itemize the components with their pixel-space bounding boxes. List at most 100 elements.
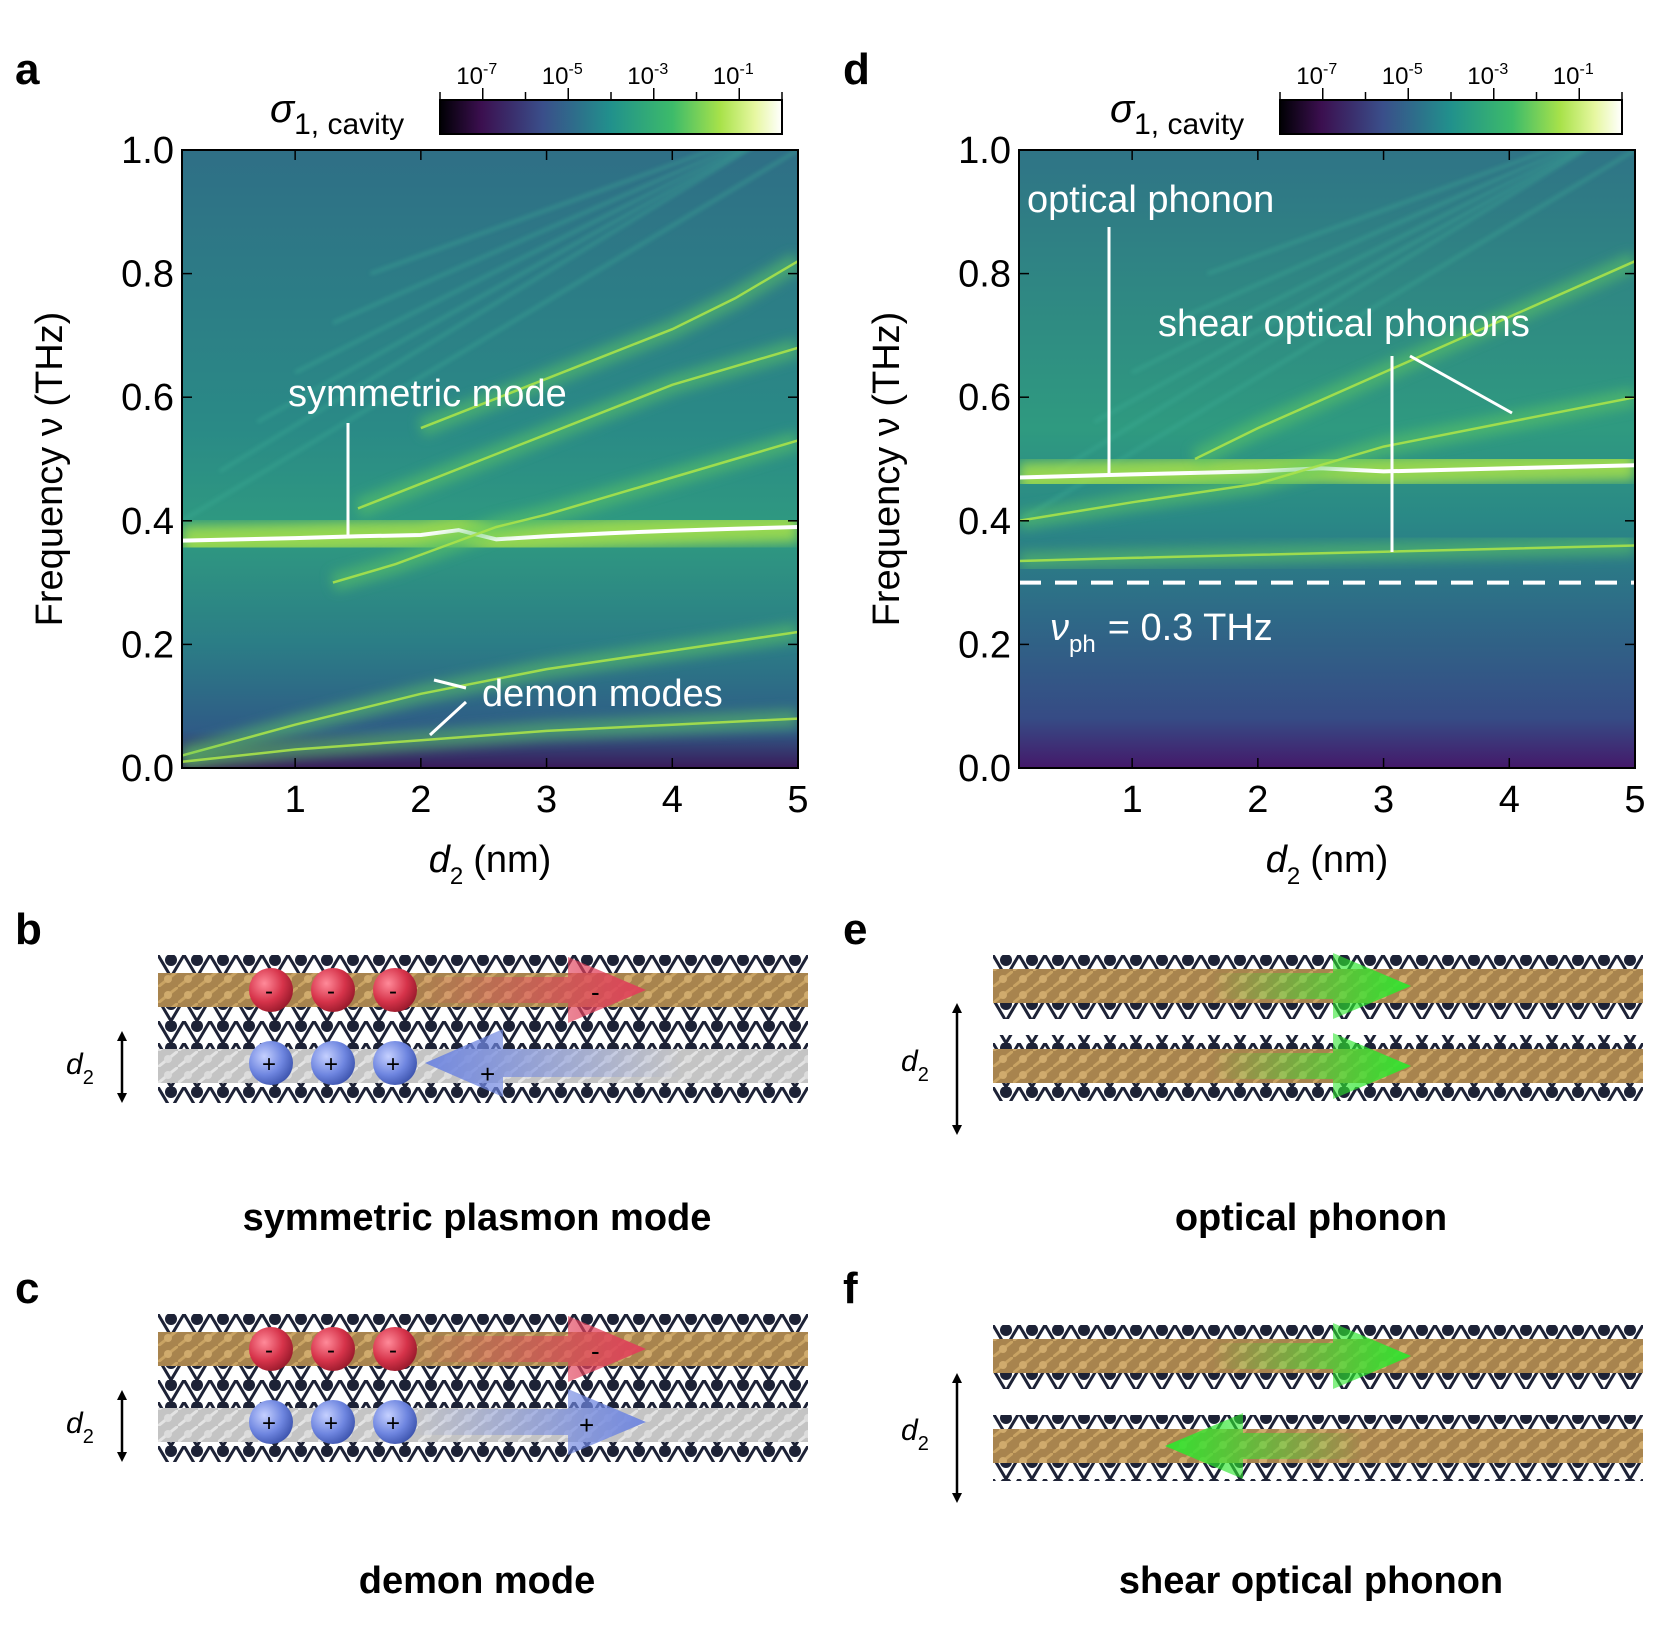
shear-mode-line [1019,395,1635,523]
annotation-leader [433,678,467,690]
colorbar-label-sub: 1, cavity [1134,108,1244,141]
atom-layer-top [993,1325,1643,1339]
y-tick-label: 0.6 [121,377,174,419]
atom-layer-bottom [993,1083,1643,1101]
faint-mode-line [1019,150,1635,523]
red-electron-ball [311,968,355,1012]
colorbar: 10-7 10-5 10-3 10-1σ1, cavity [1110,61,1623,141]
colorbar-tick-exp: -3 [654,61,668,78]
plot-frame [1018,149,1636,769]
svg-text:+: + [386,1051,400,1078]
red-electron-ball [311,1327,355,1371]
blue-hole-ball [249,1400,293,1444]
colorbar-tick-base: 10 [542,63,569,90]
svg-text:+: + [262,1410,276,1437]
colorbar-label: σ1, cavity [1110,87,1244,141]
svg-text:-: - [327,978,335,1005]
y-tick-label: 0.2 [958,624,1011,666]
blue-hole-ball [249,1041,293,1085]
colorbar-tick-exp: -5 [1408,61,1422,78]
x-axis-label-sub: 2 [1287,863,1300,890]
cutoff-text: = 0.3 THz [1108,607,1273,649]
red-electron-ball [249,1327,293,1371]
faint-mode-line [1055,150,1588,473]
x-tick-label: 5 [1624,779,1645,821]
panel-label-b: b [15,905,42,954]
y-tick-label: 0.4 [958,501,1011,543]
shear-mode-line [1019,544,1635,563]
x-axis-label-var: d [1266,839,1289,881]
colorbar-tick-base: 10 [1553,63,1580,90]
y-tick-label: 1.0 [958,130,1011,172]
heatmap-panel-d: 1 2 3 4 50.00.20.40.60.81.0d2 (nm)Frequency ν… [866,61,1646,890]
upper-mode-line [357,346,798,510]
svg-text:-: - [265,978,273,1005]
caption-e: optical phonon [1175,1197,1447,1239]
d2-label: d2 [901,1414,929,1455]
atom-layer-bottom [158,1442,808,1462]
annotation-symmetric-mode: symmetric mode [288,373,567,415]
svg-text:-: - [591,1336,600,1366]
x-tick-label: 3 [536,779,557,821]
faint-mode-line [218,150,751,473]
red-electron-ball [249,968,293,1012]
svg-text:-: - [265,1337,273,1364]
heatmap-modes [1019,150,1635,570]
colorbar-tick-label: 10-3 [627,61,668,90]
colorbar-tick-exp: -5 [568,61,582,78]
atom-layer-top [158,955,808,973]
atom-layer-dark [993,1373,1643,1389]
svg-text:+: + [262,1051,276,1078]
caption-c: demon mode [359,1560,595,1602]
x-tick-label: 1 [1122,779,1143,821]
faint-mode-line [1207,150,1554,276]
upper-mode-line [420,260,798,430]
colorbar-tick-base: 10 [1467,63,1494,90]
colorbar-label-sym: σ [1110,87,1136,131]
colorbar-tick-label: 10-5 [1382,61,1423,90]
atom-layer-middle [158,1366,808,1408]
blue-arrow-right [408,1389,646,1455]
colorbar-tick-label: 10-1 [1553,61,1594,90]
red-arrow-right [408,1316,646,1382]
shear-mode-line [1194,260,1635,461]
schematic-shear-optical-phonon [993,1323,1643,1481]
schematic-symmetric-plasmon: - + - - - + + + [158,955,808,1103]
annotation-leader [1409,354,1513,415]
faint-mode-line [1131,150,1578,374]
y-axis-label: Frequency ν (THz) [29,312,71,627]
svg-text:+: + [579,1410,594,1440]
colorbar-gradient [1279,99,1623,135]
negative-charges: - - - [249,968,417,1012]
green-arrow-right [1213,1033,1411,1099]
svg-text:+: + [324,1051,338,1078]
faint-mode-line [256,150,746,424]
x-axis-label: d2 (nm) [1266,839,1389,890]
colorbar-tick-base: 10 [1296,63,1323,90]
plot-frame [181,149,799,769]
d2-label: d2 [901,1045,929,1086]
x-axis-label-var: d [429,839,452,881]
arrow-sign-pos: + [480,1059,495,1089]
x-tick-label: 5 [787,779,808,821]
red-arrow-right [408,957,646,1023]
panel-label-d: d [843,45,870,94]
faint-mode-line [332,150,732,325]
colorbar-tick-label: 10-3 [1467,61,1508,90]
demon-mode-line [182,630,798,757]
svg-text:-: - [389,1337,397,1364]
x-tick-label: 4 [662,779,683,821]
x-tick-label: 2 [410,779,431,821]
colorbar-tick-exp: -1 [1579,61,1593,78]
x-axis-label: d2 (nm) [429,839,552,890]
d2-label: d2 [66,1048,94,1089]
annotation-cutoff: νph = 0.3 THz [1050,607,1273,658]
green-arrow-right [1213,1323,1411,1389]
svg-text:-: - [327,1337,335,1364]
svg-text:-: - [389,978,397,1005]
faint-mode-line [294,150,741,374]
schematic-demon-mode: - + - - - + + + [158,1314,808,1462]
svg-text:+: + [386,1410,400,1437]
blue-hole-ball [373,1400,417,1444]
annotation-optical-phonon: optical phonon [1027,179,1274,221]
